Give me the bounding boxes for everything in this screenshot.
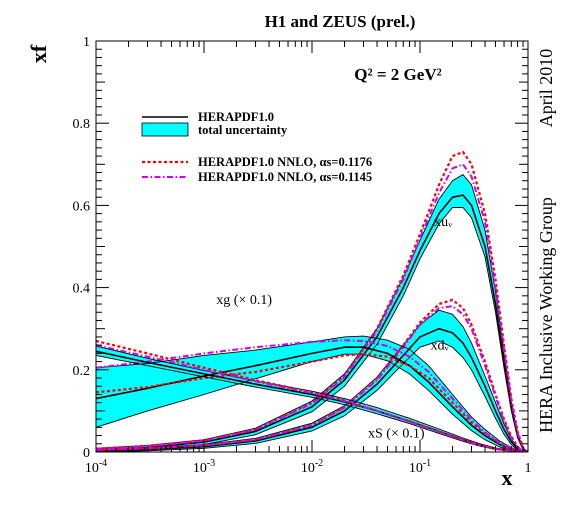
chart-title: H1 and ZEUS (prel.) [265,12,416,31]
x-tick-label-2: 10-2 [301,458,323,476]
curve-label-2: xg (× 0.1) [216,293,272,308]
y-tick-label-3: 0.6 [73,199,91,214]
x-axis-label: x [502,465,513,490]
y-tick-label-1: 0.2 [73,364,91,379]
uncertainty-bands [96,174,528,452]
y-tick-label-0: 0 [83,446,90,461]
x-tick-label-1: 10-3 [193,458,215,476]
xdv-central-line [96,327,528,452]
xg-band [96,336,528,452]
xdv-nnlo1-line [96,298,528,452]
xuv-band [96,174,528,452]
xuv-nnlo2-line [96,163,528,452]
axis-ticks [95,40,528,453]
q2-annotation: Q² = 2 GeV² [354,65,441,84]
xS-nnlo1-line [96,339,528,452]
y-axis-label: xf [26,44,51,63]
xdv-band-lower-edge [96,340,528,452]
legend-central-text: HERAPDF1.0 [198,110,274,124]
curve-label-1: xdᵥ [431,338,450,353]
legend-band-text: total uncertainty [198,123,288,137]
legend-nnlo1-text: HERAPDF1.0 NNLO, αs=0.1176 [198,155,372,169]
xdv-band [96,310,528,452]
xS-nnlo2-line [96,344,528,452]
xg-nnlo1-line [96,353,528,452]
xg-band-upper-edge [96,335,528,452]
legend: HERAPDF1.0 total uncertainty HERAPDF1.0 … [141,110,372,184]
side-label-group: HERA Inclusive Working Group [536,197,556,433]
side-label-date: April 2010 [536,49,556,128]
legend-nnlo2-text: HERAPDF1.0 NNLO, αs=0.1145 [198,170,372,184]
curve-label-3: xS (× 0.1) [368,427,425,442]
legend-band-swatch [141,122,189,137]
x-tick-label-0: 10-4 [85,458,107,476]
y-tick-label-4: 0.8 [73,117,91,132]
xg-nnlo2-line [96,339,528,452]
curve-labels: xuᵥ xdᵥ xg (× 0.1) xS (× 0.1) [216,215,453,442]
x-tick-label-4: 1 [525,461,532,476]
y-tick-label-5: 1 [83,35,90,50]
y-tick-label-2: 0.4 [73,282,91,297]
x-tick-label-3: 10-1 [409,458,431,476]
xdv-nnlo2-line [96,305,528,452]
xuv-central-line [96,194,528,452]
curve-label-0: xuᵥ [434,215,453,230]
